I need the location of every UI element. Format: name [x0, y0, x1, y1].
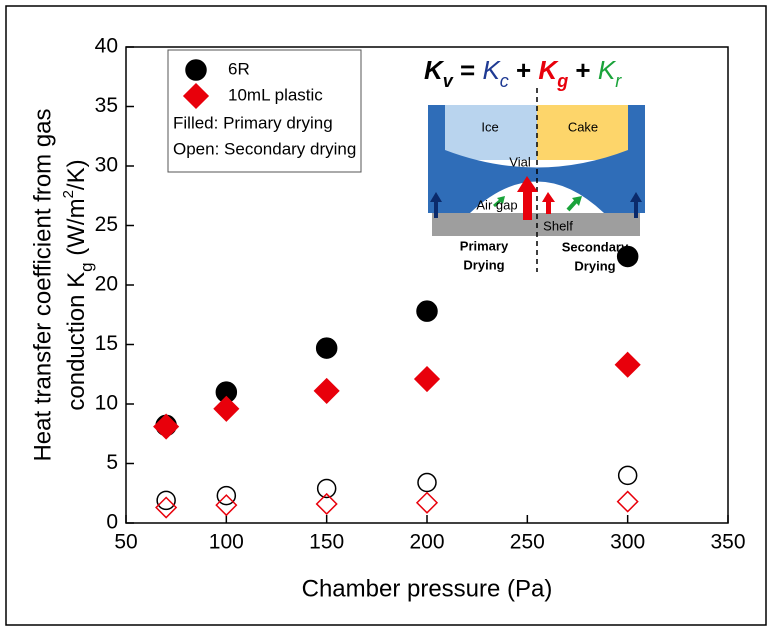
- equation-term: K: [424, 55, 445, 85]
- y-axis-label-part: /K): [63, 159, 90, 190]
- diagram-label: Ice: [481, 119, 498, 134]
- equation-subscript: v: [443, 71, 454, 91]
- y-tick-label: 35: [95, 94, 118, 117]
- x-tick-label: 100: [209, 531, 244, 554]
- diagram-caption: Drying: [463, 257, 504, 272]
- legend-note: Open: Secondary drying: [173, 139, 356, 158]
- x-tick-label: 350: [710, 531, 745, 554]
- y-axis-label-part: 2: [60, 190, 77, 198]
- legend-note: Filled: Primary drying: [173, 113, 333, 132]
- equation-subscript: r: [615, 71, 622, 91]
- vial-wall: [428, 105, 445, 213]
- x-axis-label: Chamber pressure (Pa): [302, 575, 553, 602]
- y-tick-label: 25: [95, 213, 118, 236]
- arrows: [430, 192, 642, 218]
- y-axis-label: conduction Kg (W/m2/K): [60, 159, 96, 410]
- point: [616, 245, 639, 268]
- point: [315, 492, 338, 516]
- x-tick-label: 50: [114, 531, 137, 554]
- equation-subscript: g: [556, 71, 568, 91]
- point: [413, 365, 441, 393]
- equation: Kv = Kc + Kg + Kr: [424, 55, 622, 91]
- inset-diagram: Kv = Kc + Kg + Kr Ice Cake Vial Air gap Shelf…: [424, 55, 645, 273]
- point: [216, 485, 237, 506]
- legend-marker: [182, 82, 210, 110]
- point: [415, 491, 439, 514]
- y-tick-label: 5: [106, 451, 118, 474]
- point: [213, 395, 240, 422]
- equation-term: +: [568, 55, 598, 85]
- equation-term: K: [482, 55, 501, 85]
- y-tick-label: 15: [95, 332, 118, 355]
- cake: [537, 105, 628, 160]
- y-axis-label-part: g: [77, 262, 96, 271]
- diagram-label: Air gap: [476, 197, 517, 212]
- diagram-label: Cake: [568, 119, 598, 134]
- diagram-caption: Drying: [574, 258, 615, 273]
- y-tick-label: 40: [95, 35, 118, 58]
- y-tick-label: 30: [95, 154, 118, 177]
- diagram-caption: Primary: [460, 238, 509, 253]
- y-tick-label: 10: [95, 392, 118, 415]
- diagram-label: Vial: [509, 154, 531, 169]
- equation-term: +: [509, 55, 539, 85]
- equation-term: K: [538, 55, 559, 85]
- point: [153, 413, 180, 440]
- equation-term: =: [453, 55, 483, 85]
- equation-term: K: [598, 55, 617, 85]
- point: [417, 472, 437, 493]
- point: [616, 490, 639, 513]
- frame: [5, 5, 767, 626]
- y-axis-label-part: (W/m: [63, 198, 90, 262]
- x-tick-label: 200: [409, 531, 444, 554]
- point: [313, 377, 340, 404]
- x-tick-label: 150: [309, 531, 344, 554]
- point: [155, 496, 178, 519]
- shelf: [432, 213, 640, 236]
- point: [416, 300, 438, 322]
- point: [315, 337, 338, 359]
- point: [617, 465, 638, 486]
- point: [215, 494, 238, 517]
- y-axis-label: Heat transfer coefficient from gas: [29, 108, 56, 461]
- diagram-label: Shelf: [543, 218, 573, 233]
- y-tick-label: 0: [106, 511, 118, 534]
- arrows: [493, 176, 582, 220]
- legend-label: 6R: [228, 59, 250, 78]
- x-tick-label: 300: [610, 531, 645, 554]
- y-tick-label: 20: [95, 273, 118, 296]
- legend-marker: [185, 59, 207, 81]
- vial-wall: [628, 105, 645, 213]
- ice: [445, 105, 537, 160]
- equation-subscript: c: [500, 71, 509, 91]
- point: [316, 478, 337, 499]
- point: [614, 351, 641, 378]
- diagram-caption: Secondary: [562, 239, 629, 254]
- legend-label: 10mL plastic: [228, 85, 323, 104]
- y-axis-label-part: conduction K: [63, 272, 90, 411]
- point: [156, 490, 176, 511]
- x-tick-label: 250: [510, 531, 545, 554]
